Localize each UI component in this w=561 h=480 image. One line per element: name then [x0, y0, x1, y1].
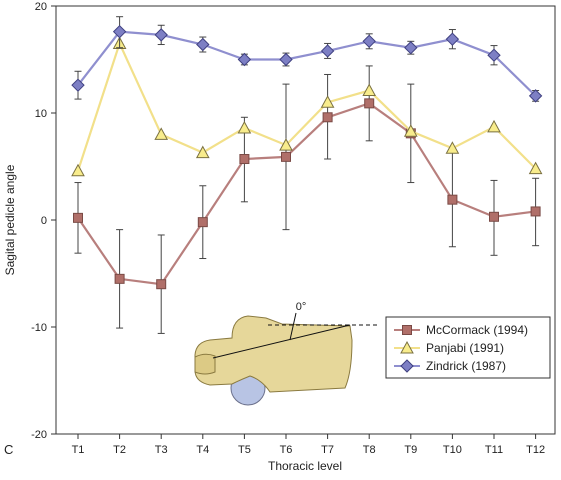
x-tick-label: T7 — [321, 444, 334, 456]
data-point-square — [281, 151, 291, 162]
legend-label: Zindrick (1987) — [426, 359, 506, 373]
data-point-triangle — [195, 145, 210, 159]
panel-label: C — [4, 442, 13, 457]
inset-angle-pointer — [289, 312, 297, 341]
data-point-square — [197, 217, 208, 228]
data-point-triangle — [528, 161, 543, 175]
data-point-diamond — [154, 28, 168, 42]
data-point-diamond — [320, 44, 335, 58]
data-point-square — [239, 154, 250, 165]
y-tick-label: -20 — [31, 429, 47, 441]
x-axis-title: Thoracic level — [268, 459, 342, 473]
data-point-triangle — [320, 95, 335, 108]
data-point-square — [447, 194, 458, 205]
x-tick-label: T4 — [196, 444, 209, 456]
data-point-diamond — [112, 24, 127, 39]
x-tick-label: T12 — [526, 444, 545, 456]
vertebra-process — [194, 353, 216, 375]
vertebra-icon: 0° — [194, 301, 380, 406]
series-diamond — [71, 16, 543, 103]
y-axis-ticks: 20 10 0 -10 -20 — [31, 1, 56, 441]
data-point-triangle — [71, 163, 85, 177]
y-axis-title: Sagital pedicle angle — [3, 164, 17, 275]
data-point-square — [364, 98, 375, 109]
data-point-diamond — [445, 32, 460, 46]
data-point-square — [73, 212, 83, 223]
y-tick-label: 10 — [35, 108, 47, 120]
x-tick-label: T6 — [280, 444, 293, 456]
data-point-triangle — [279, 138, 293, 151]
data-point-diamond — [528, 89, 543, 103]
series-line — [76, 40, 537, 172]
data-point-diamond — [196, 37, 210, 52]
series-square — [73, 65, 541, 334]
data-point-square — [530, 206, 541, 217]
x-tick-label: T8 — [363, 444, 376, 456]
inset-pedicle-line — [212, 324, 351, 359]
vertebra-body — [194, 315, 353, 393]
legend-marker-triangle — [400, 340, 414, 354]
x-tick-label: T1 — [72, 444, 85, 456]
x-axis-ticks: T1 T2 T3 T4 T5 T6 T7 T8 T9 T10 T11 T12 — [72, 434, 545, 456]
data-point-square — [489, 211, 499, 222]
x-tick-label: T9 — [404, 444, 417, 456]
legend-label: Panjabi (1991) — [426, 341, 504, 355]
data-point-triangle — [362, 83, 377, 97]
series-line — [77, 30, 537, 97]
data-point-diamond — [237, 52, 252, 67]
data-point-square — [114, 273, 125, 284]
data-point-triangle — [445, 141, 460, 154]
series — [71, 16, 543, 334]
data-point-diamond — [279, 52, 293, 67]
data-point-square — [156, 279, 167, 290]
data-point-diamond — [487, 48, 501, 62]
legend: McCormack (1994) Panjabi (1991) Zindrick (… — [385, 316, 551, 379]
series-triangle — [71, 36, 543, 177]
data-point-triangle — [487, 119, 501, 133]
data-point-diamond — [404, 41, 418, 55]
legend-marker-diamond — [400, 359, 414, 373]
y-tick-label: -10 — [31, 322, 47, 334]
data-point-diamond — [71, 78, 85, 92]
data-point-triangle — [237, 120, 252, 134]
y-tick-label: 20 — [35, 1, 47, 13]
x-tick-label: T2 — [113, 444, 126, 456]
legend-label: McCormack (1994) — [426, 323, 528, 337]
inset-angle-label: 0° — [296, 301, 307, 313]
x-tick-label: T10 — [443, 444, 462, 456]
data-point-diamond — [362, 34, 376, 49]
legend-marker-square — [402, 325, 412, 335]
data-point-square — [322, 112, 333, 123]
data-point-triangle — [154, 127, 169, 140]
x-tick-label: T5 — [238, 444, 251, 456]
x-tick-label: T3 — [155, 444, 168, 456]
y-tick-label: 0 — [41, 215, 47, 227]
x-tick-label: T11 — [485, 444, 503, 456]
series-line — [77, 102, 536, 286]
data-point-triangle — [403, 124, 418, 137]
